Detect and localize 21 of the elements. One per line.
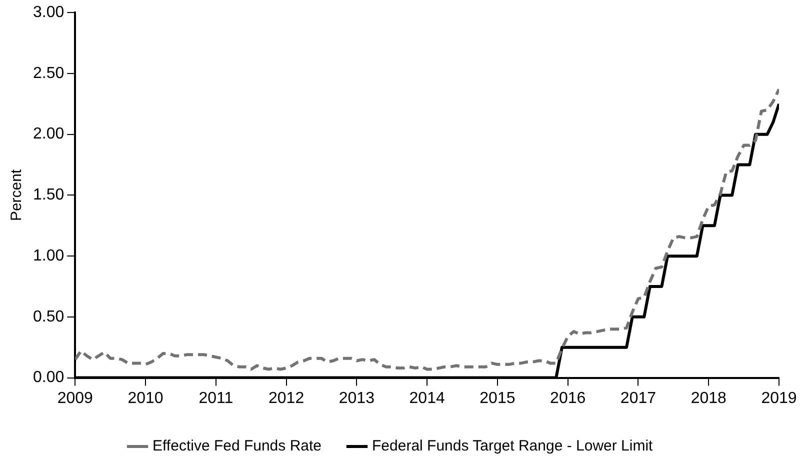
y-tick-label: 2.00 [33,126,64,143]
x-tick-label: 2017 [620,390,656,407]
legend-label: Federal Funds Target Range - Lower Limit [372,438,654,455]
y-axis-title: Percent [8,168,26,222]
y-tick-label: 0.00 [33,369,64,386]
y-tick-label: 3.00 [33,4,64,22]
legend-label: Effective Fed Funds Rate [152,438,322,455]
x-tick-label: 2018 [690,390,727,407]
y-tick-label: 1.50 [33,186,64,204]
x-tick-label: 2010 [128,390,164,407]
x-tick-label: 2011 [198,390,234,407]
x-tick-label: 2012 [268,390,304,407]
y-tick-label: 0.50 [33,308,64,326]
x-tick-label: 2015 [480,390,516,407]
x-tick-label: 2014 [409,390,445,407]
x-tick-label: 2019 [761,390,797,407]
y-tick-label: 1.00 [33,247,64,264]
x-tick-label: 2009 [57,390,94,407]
x-tick-label: 2016 [550,390,586,407]
y-tick-label: 2.50 [33,64,64,82]
x-tick-label: 2013 [338,390,375,407]
